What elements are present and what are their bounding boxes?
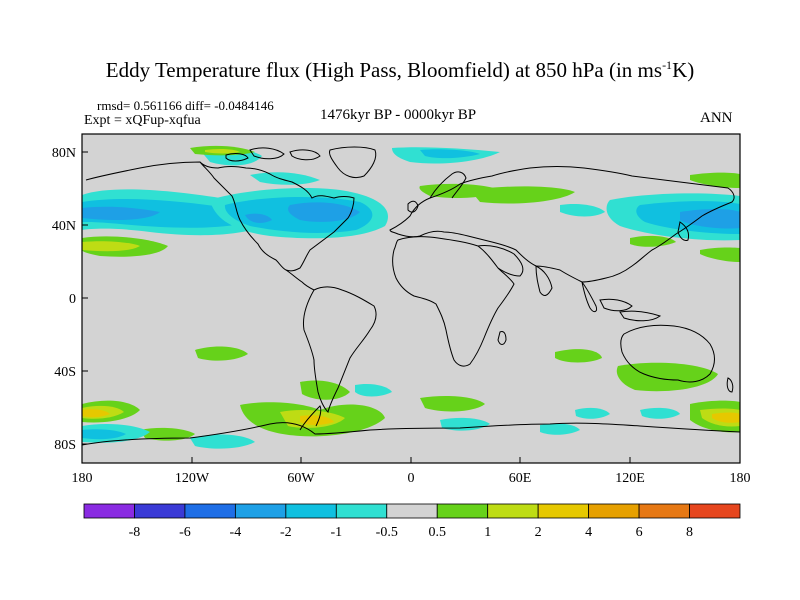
colorbar-label: -1	[330, 525, 342, 540]
colorbar-label: 0.5	[428, 525, 446, 540]
period-label: 1476kyr BP - 0000kyr BP	[320, 107, 477, 123]
x-tick-labels: 180 120W 60W 0 60E 120E 180	[72, 471, 751, 486]
colorbar-label: 4	[585, 525, 592, 540]
colorbar-swatch	[537, 503, 590, 519]
colorbar-label: -4	[230, 525, 242, 540]
map-title: Eddy Temperature flux (High Pass, Bloomf…	[105, 58, 695, 82]
x-tick-0: 0	[408, 471, 415, 486]
colorbar-swatch	[83, 503, 135, 519]
y-tick-40n: 40N	[52, 219, 76, 234]
colorbar-swatch	[689, 503, 741, 519]
x-tick-120e: 120E	[615, 471, 645, 486]
colorbar-swatch	[234, 503, 287, 519]
colorbar-swatch	[588, 503, 640, 519]
colorbar-label: -0.5	[376, 525, 398, 540]
map-background	[82, 134, 740, 463]
colorbar-label: 8	[686, 525, 693, 540]
colorbar-label: 2	[535, 525, 542, 540]
colorbar-label: 6	[636, 525, 643, 540]
coastlines	[82, 146, 740, 446]
colorbar-swatch	[638, 503, 690, 519]
x-tick-60w: 60W	[287, 471, 315, 486]
colorbar-label: -2	[280, 525, 292, 540]
colorbar-swatch	[487, 503, 539, 519]
y-tick-labels: 80N 40N 0 40S 80S	[52, 146, 76, 453]
colorbar-swatch	[285, 503, 337, 519]
colorbar-swatch	[386, 503, 438, 519]
tick-marks	[81, 151, 741, 463]
colorbar-label: 1	[484, 525, 491, 540]
experiment-label: Expt = xQFup-xqfua	[84, 113, 201, 128]
stats-label: rmsd= 0.561166 diff= -0.0484146	[97, 98, 274, 113]
y-tick-80n: 80N	[52, 146, 76, 161]
colorbar	[83, 503, 741, 519]
x-tick-120w: 120W	[175, 471, 210, 486]
colorbar-swatch	[436, 503, 489, 519]
y-tick-40s: 40S	[54, 365, 76, 380]
colorbar-label: -8	[129, 525, 141, 540]
season-label: ANN	[700, 110, 733, 126]
x-tick-180e: 180	[730, 471, 751, 486]
map-panel	[81, 133, 741, 464]
colorbar-labels: -8 -6 -4 -2 -1 -0.5 0.5 1 2 4 6 8	[129, 525, 693, 540]
x-tick-180w: 180	[72, 471, 93, 486]
x-tick-60e: 60E	[509, 471, 532, 486]
colorbar-swatch	[184, 503, 236, 519]
colorbar-swatch	[335, 503, 388, 519]
flux-contours	[82, 145, 740, 449]
y-tick-80s: 80S	[54, 438, 76, 453]
y-tick-0: 0	[69, 292, 76, 307]
colorbar-label: -6	[179, 525, 191, 540]
colorbar-swatch	[134, 503, 186, 519]
